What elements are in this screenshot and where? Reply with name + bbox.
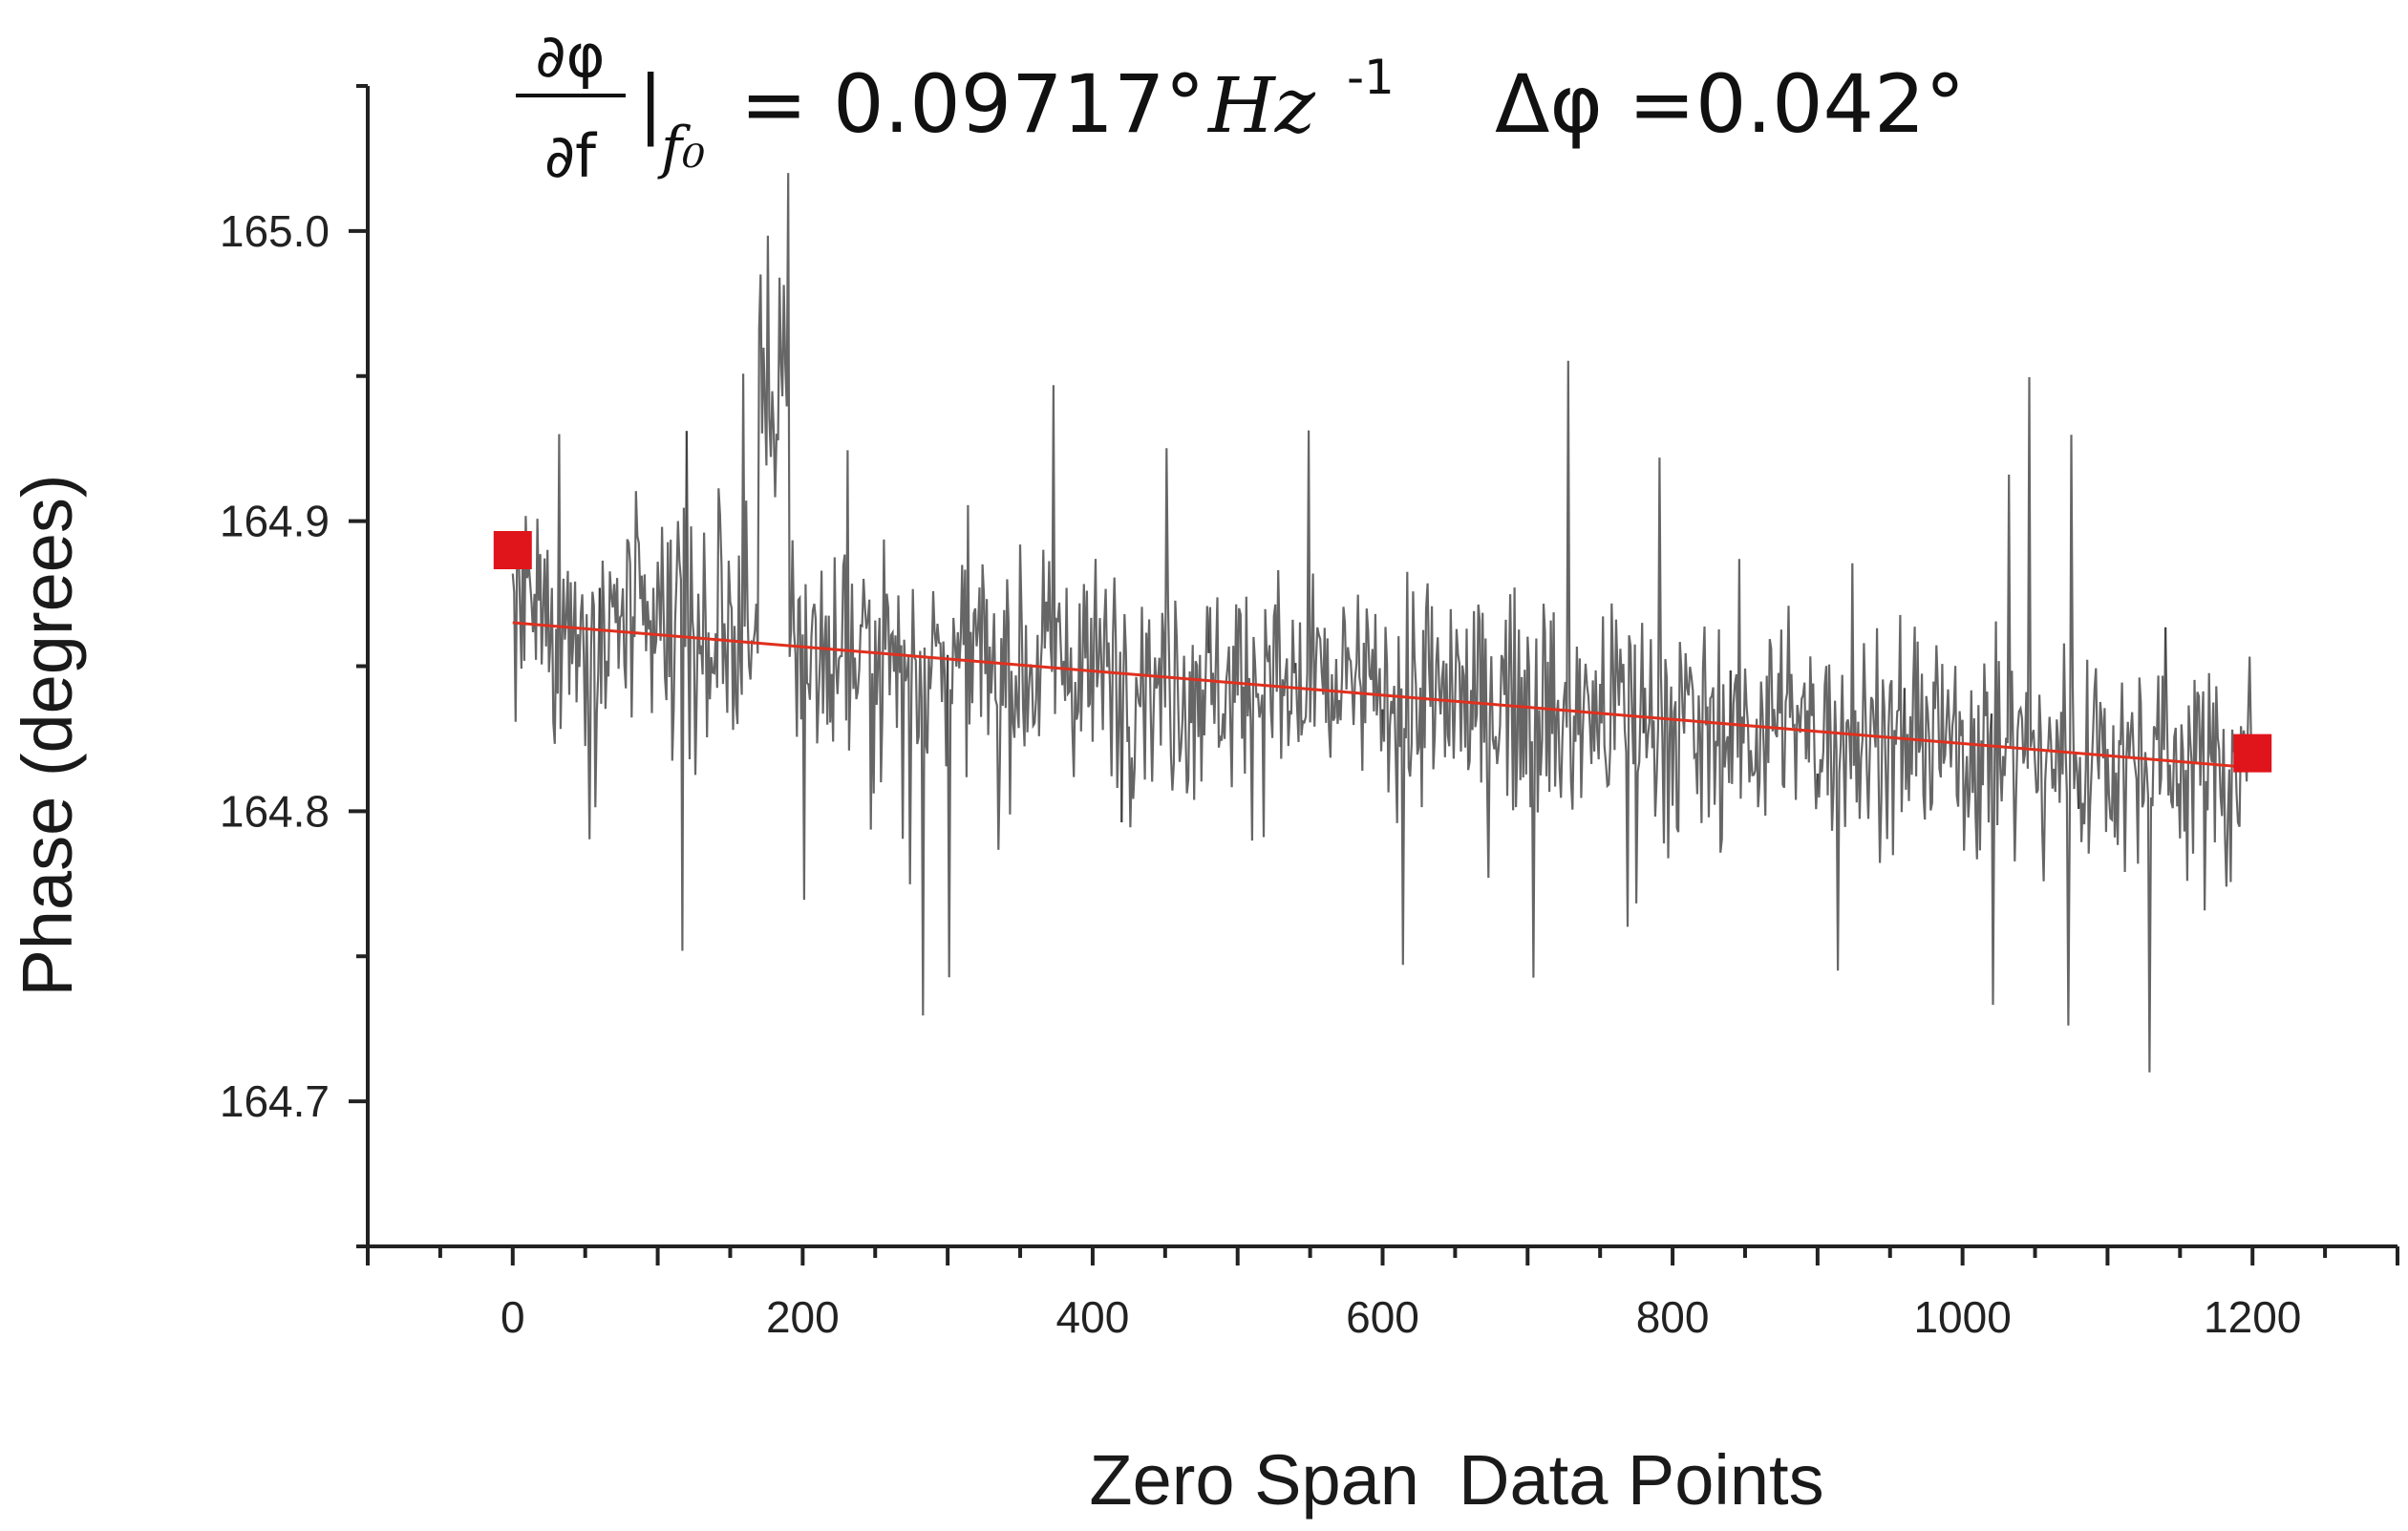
noise-trace-segment [1555,360,1645,927]
noise-trace-segment [1468,587,1558,978]
noise-trace-segment [2078,627,2167,1073]
x-tick-label: 400 [1056,1292,1130,1342]
noise-trace-segment [1816,563,1906,971]
y-tick-label: 164.7 [220,1076,330,1126]
endpoint-marker [493,531,532,569]
x-tick-label: 600 [1346,1292,1419,1342]
x-ticks: 0 200 400 600 800 1000 1200 [366,1246,2399,1342]
noise-trace-segment [1381,571,1471,966]
y-tick-label: 164.8 [220,786,330,836]
y-ticks: 164.7 164.8 164.9 165.0 [220,84,368,1248]
noise-trace-segment [947,504,1036,978]
noise-trace-segment [685,235,776,776]
x-tick-label: 1000 [1913,1292,2011,1342]
subscript-f0: f₀ [657,115,705,181]
noise-trace-segment [1034,385,1123,823]
y-tick-label: 165.0 [220,206,330,256]
noise-trace-segment [772,173,863,901]
noise-trace-segment [511,434,601,840]
x-tick-label: 1200 [2204,1292,2301,1342]
slope-annotation: ∂φ ∂f | f₀ = 0.09717° Hz -1 Δφ =0.042° [516,21,1965,191]
unit-hz: Hz [1206,61,1316,150]
y-axis-title: Phase (degrees) [8,474,87,996]
fit-line [512,621,2253,770]
noise-trace-segment [598,431,688,951]
noise-trace-segment [1990,376,2080,1026]
x-tick-label: 800 [1636,1292,1710,1342]
endpoint-marker [2233,734,2272,773]
x-tick-label: 200 [766,1292,840,1342]
noise-trace [511,173,2254,1073]
markers [493,531,2272,773]
x-tick-label: 0 [501,1292,525,1342]
slope-value: = 0.09717° [740,57,1204,151]
noise-trace-segment [2164,627,2254,911]
noise-trace-segment [1207,569,1297,841]
noise-trace-segment [1294,430,1384,772]
unit-exponent: -1 [1347,50,1395,105]
derivative-denominator: ∂f [544,121,598,191]
y-tick-label: 164.9 [220,497,330,546]
derivative-numerator: ∂φ [536,21,606,91]
noise-trace-segment [1729,559,1819,817]
noise-trace-segment [1120,448,1210,828]
delta-phi-label: Δφ =0.042° [1495,57,1965,151]
noise-trace-segment [860,539,949,1016]
noise-trace-segment [1642,457,1732,859]
evaluated-at-bar: | [638,61,663,147]
noise-trace-segment [1903,627,1993,860]
x-axis-title: Zero Span Data Points [1089,1440,1823,1520]
